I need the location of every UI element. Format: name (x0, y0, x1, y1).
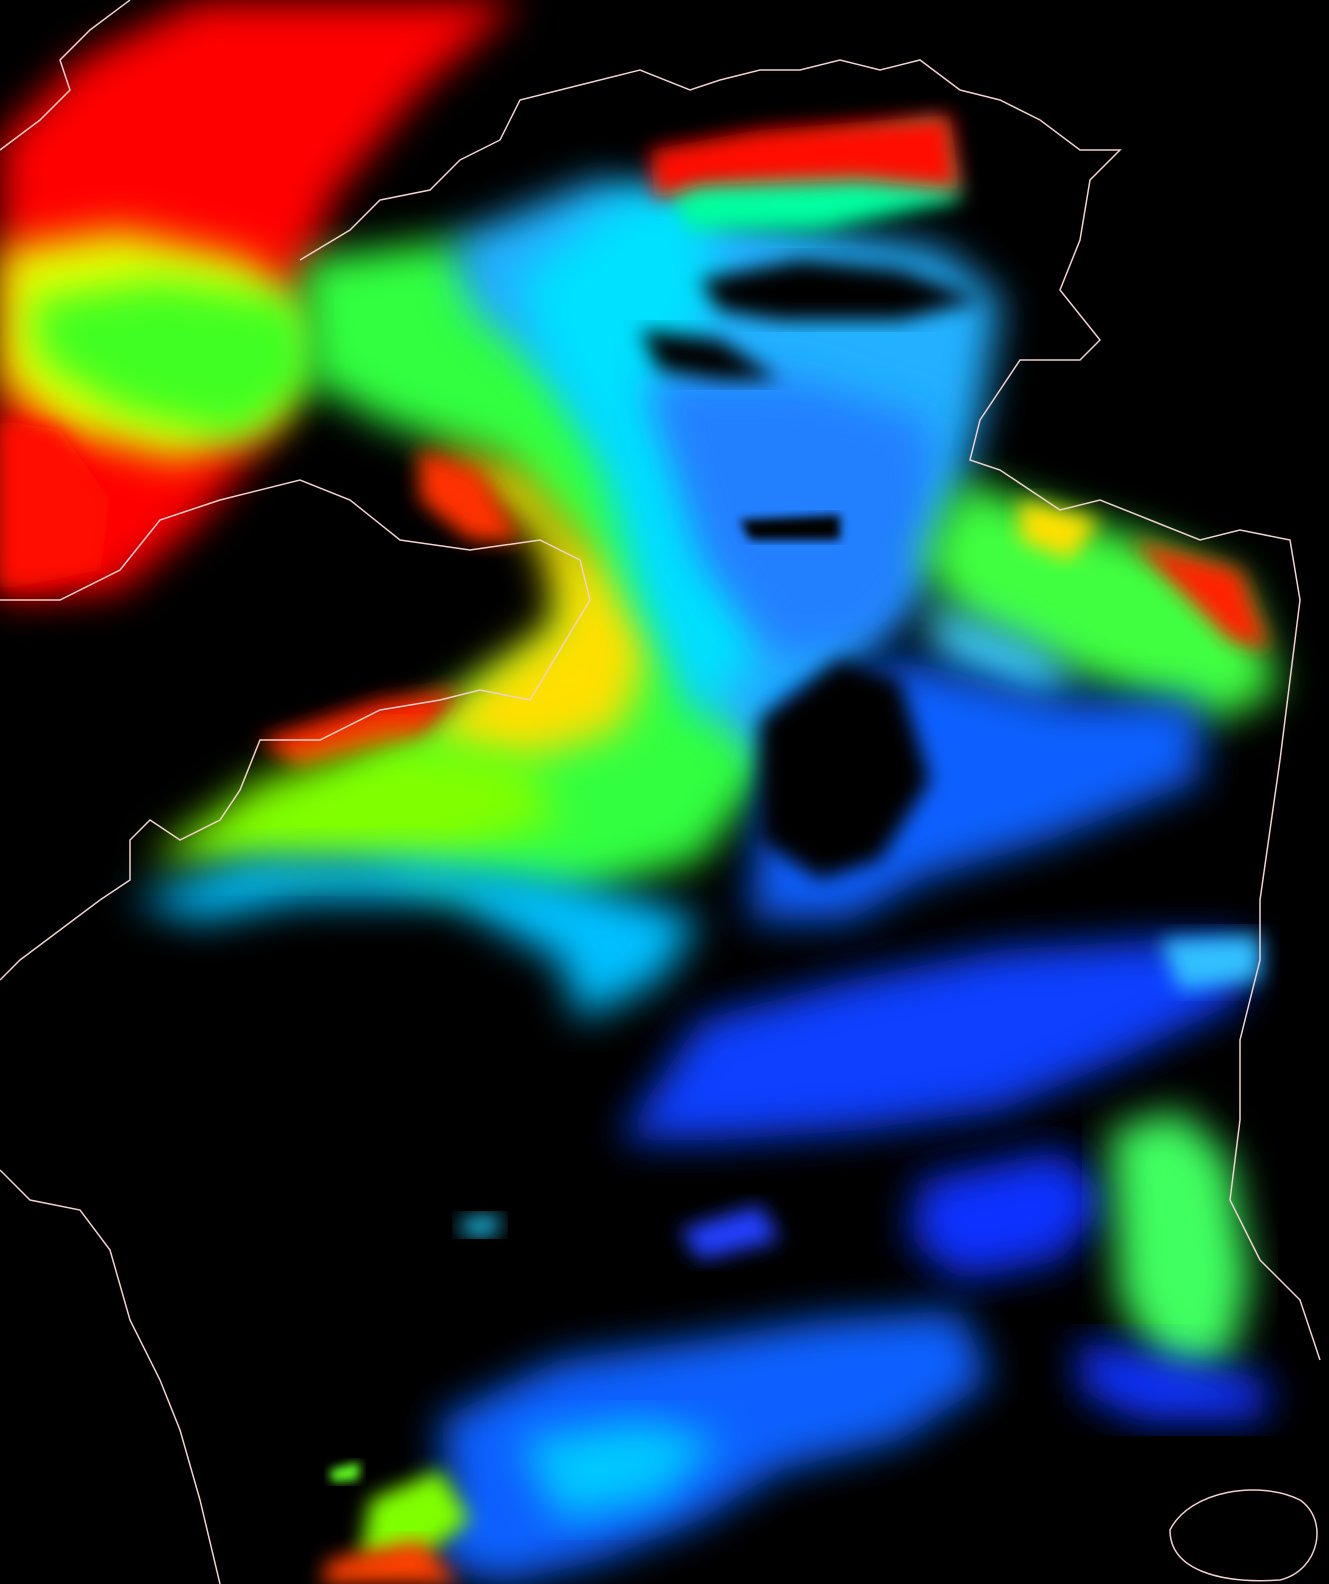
bottom-sea-patches (320, 1215, 990, 1584)
southern-band-region (130, 660, 1200, 1020)
lower-sea-patches (620, 935, 1270, 1420)
central-sea-region (450, 115, 1000, 760)
northwest-bay-region (0, 0, 520, 600)
central-plume-region (150, 240, 780, 900)
east-coast-region (920, 480, 1280, 720)
